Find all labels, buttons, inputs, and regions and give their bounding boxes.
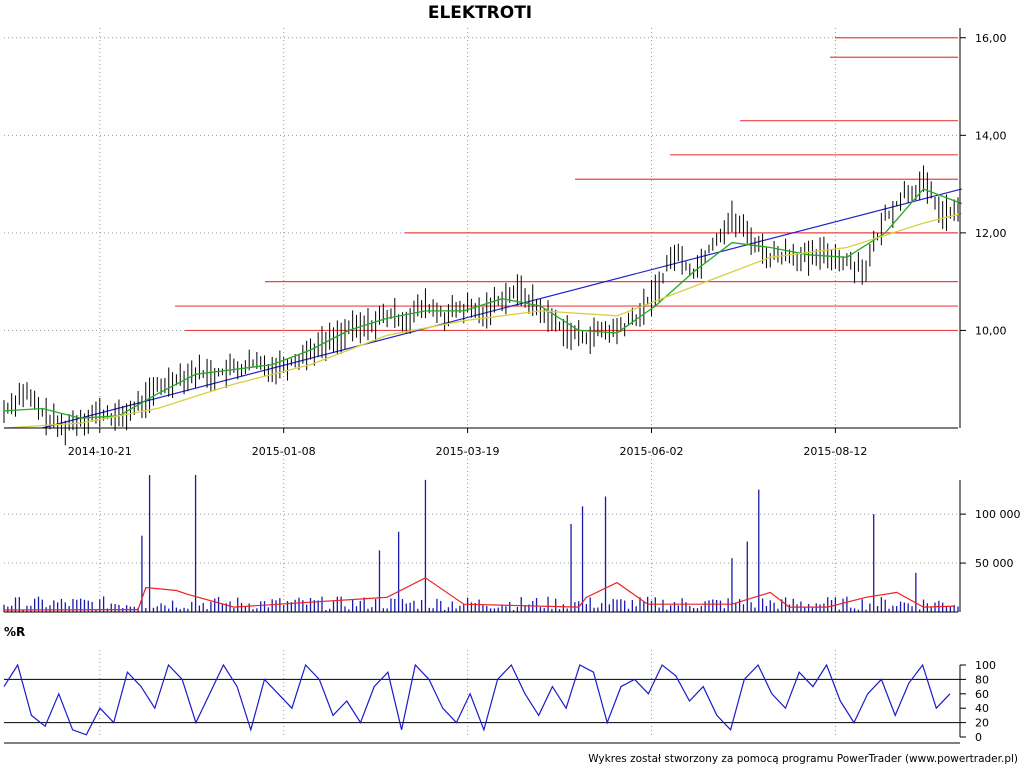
date-tick-label: 2014-10-21 xyxy=(68,445,132,458)
indicator-path xyxy=(3,663,951,736)
volume-tick-label: 50 000 xyxy=(975,557,1014,570)
indicator-tick-label: 100 xyxy=(975,659,996,672)
indicator-tick-label: 80 xyxy=(975,673,989,686)
williams-r-line xyxy=(3,663,951,736)
price-grid xyxy=(4,28,958,428)
indicator-tick-label: 20 xyxy=(975,717,989,730)
price-y-axis: 10,00 12,00 14,00 16,00 xyxy=(959,28,1007,428)
date-tick-label: 2015-03-19 xyxy=(436,445,500,458)
indicator-tick-label: 60 xyxy=(975,688,989,701)
date-tick-label: 2015-01-08 xyxy=(252,445,316,458)
date-x-axis: 2014-10-21 2015-01-08 2015-03-19 2015-06-02… xyxy=(4,427,958,458)
footer-credit: Wykres został stworzony za pomocą progra… xyxy=(588,753,1018,765)
volume-y-axis: 50 000 100 000 xyxy=(4,480,1021,613)
indicator-title: %R xyxy=(4,625,25,639)
price-tick-label: 12,00 xyxy=(975,227,1007,240)
resistance-levels xyxy=(175,37,958,332)
chart-title: ELEKTROTI xyxy=(428,3,532,23)
price-tick-label: 16,00 xyxy=(975,32,1007,45)
indicator-tick-label: 0 xyxy=(975,731,982,744)
moving-averages xyxy=(3,188,963,429)
volume-bars xyxy=(3,475,959,612)
volume-tick-label: 100 000 xyxy=(975,508,1021,521)
price-tick-label: 10,00 xyxy=(975,324,1007,337)
indicator-tick-label: 40 xyxy=(975,702,989,715)
date-tick-label: 2015-08-12 xyxy=(803,445,867,458)
moving-average-long-line xyxy=(3,212,962,429)
moving-average-short-line xyxy=(3,188,963,419)
volume-grid xyxy=(4,455,958,612)
price-tick-label: 14,00 xyxy=(975,129,1007,142)
date-tick-label: 2015-06-02 xyxy=(620,445,684,458)
volume-average-path xyxy=(3,577,955,611)
volume-average-line xyxy=(3,577,955,611)
